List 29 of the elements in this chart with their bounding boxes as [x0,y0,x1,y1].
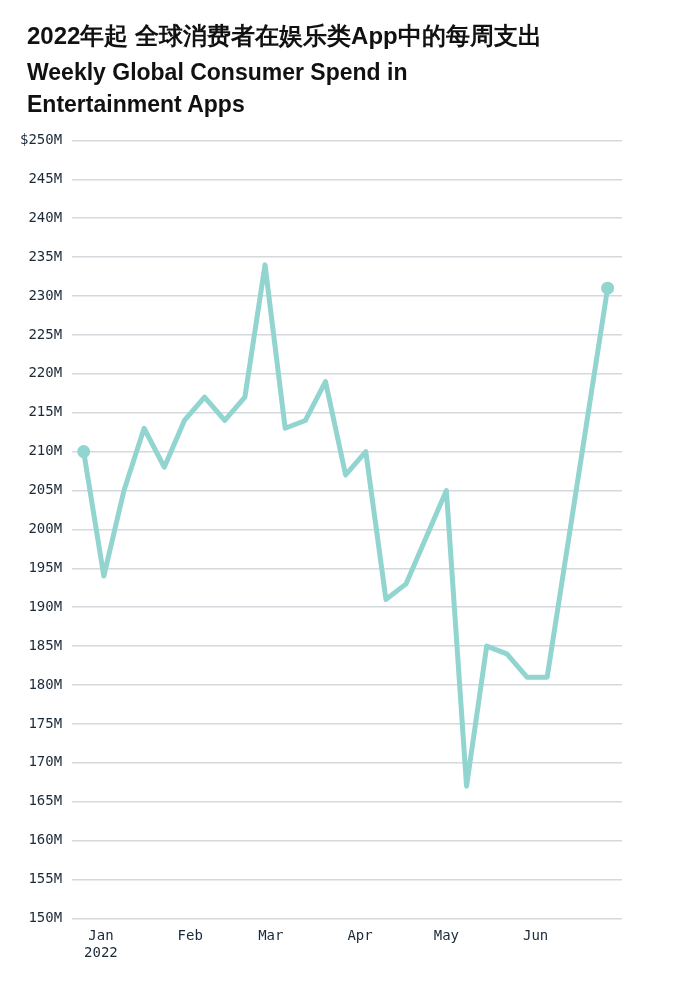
y-tick-label: 195M [28,558,63,575]
y-tick-label: 205M [28,481,63,498]
y-tick-label: 170M [28,753,63,770]
y-tick-label: 165M [28,792,63,809]
y-tick-label: 200M [28,520,63,537]
chart-subtitle: Weekly Global Consumer Spend in Entertainment Apps [27,58,409,119]
chart-title: 2022年起 全球消费者在娱乐类App中的每周支出 [27,21,542,51]
y-tick-label: 220M [28,364,63,381]
y-tick-label: 180M [28,675,63,692]
y-tick-label: 160M [28,831,63,848]
x-tick-label: May [433,927,460,944]
y-tick-label: 225M [28,325,63,342]
x-tick-label: Jan 2022 [84,927,118,961]
y-tick-label: 240M [28,208,63,225]
y-tick-label: 245M [28,169,63,186]
y-tick-label: 230M [28,286,63,303]
x-tick-label: Apr [347,927,373,944]
x-tick-label: Mar [258,927,284,944]
y-tick-label: 175M [28,714,63,731]
y-tick-label: 215M [28,403,63,420]
x-tick-label: Feb [177,927,203,944]
y-tick-label: 150M [28,909,63,926]
y-tick-label: 190M [28,597,63,614]
y-tick-label: 235M [28,247,63,264]
y-tick-label: 185M [28,636,63,653]
y-tick-label: 210M [28,442,63,459]
y-tick-label: 155M [28,870,63,887]
y-tick-label: $250M [19,131,63,148]
x-tick-label: Jun [522,927,549,944]
